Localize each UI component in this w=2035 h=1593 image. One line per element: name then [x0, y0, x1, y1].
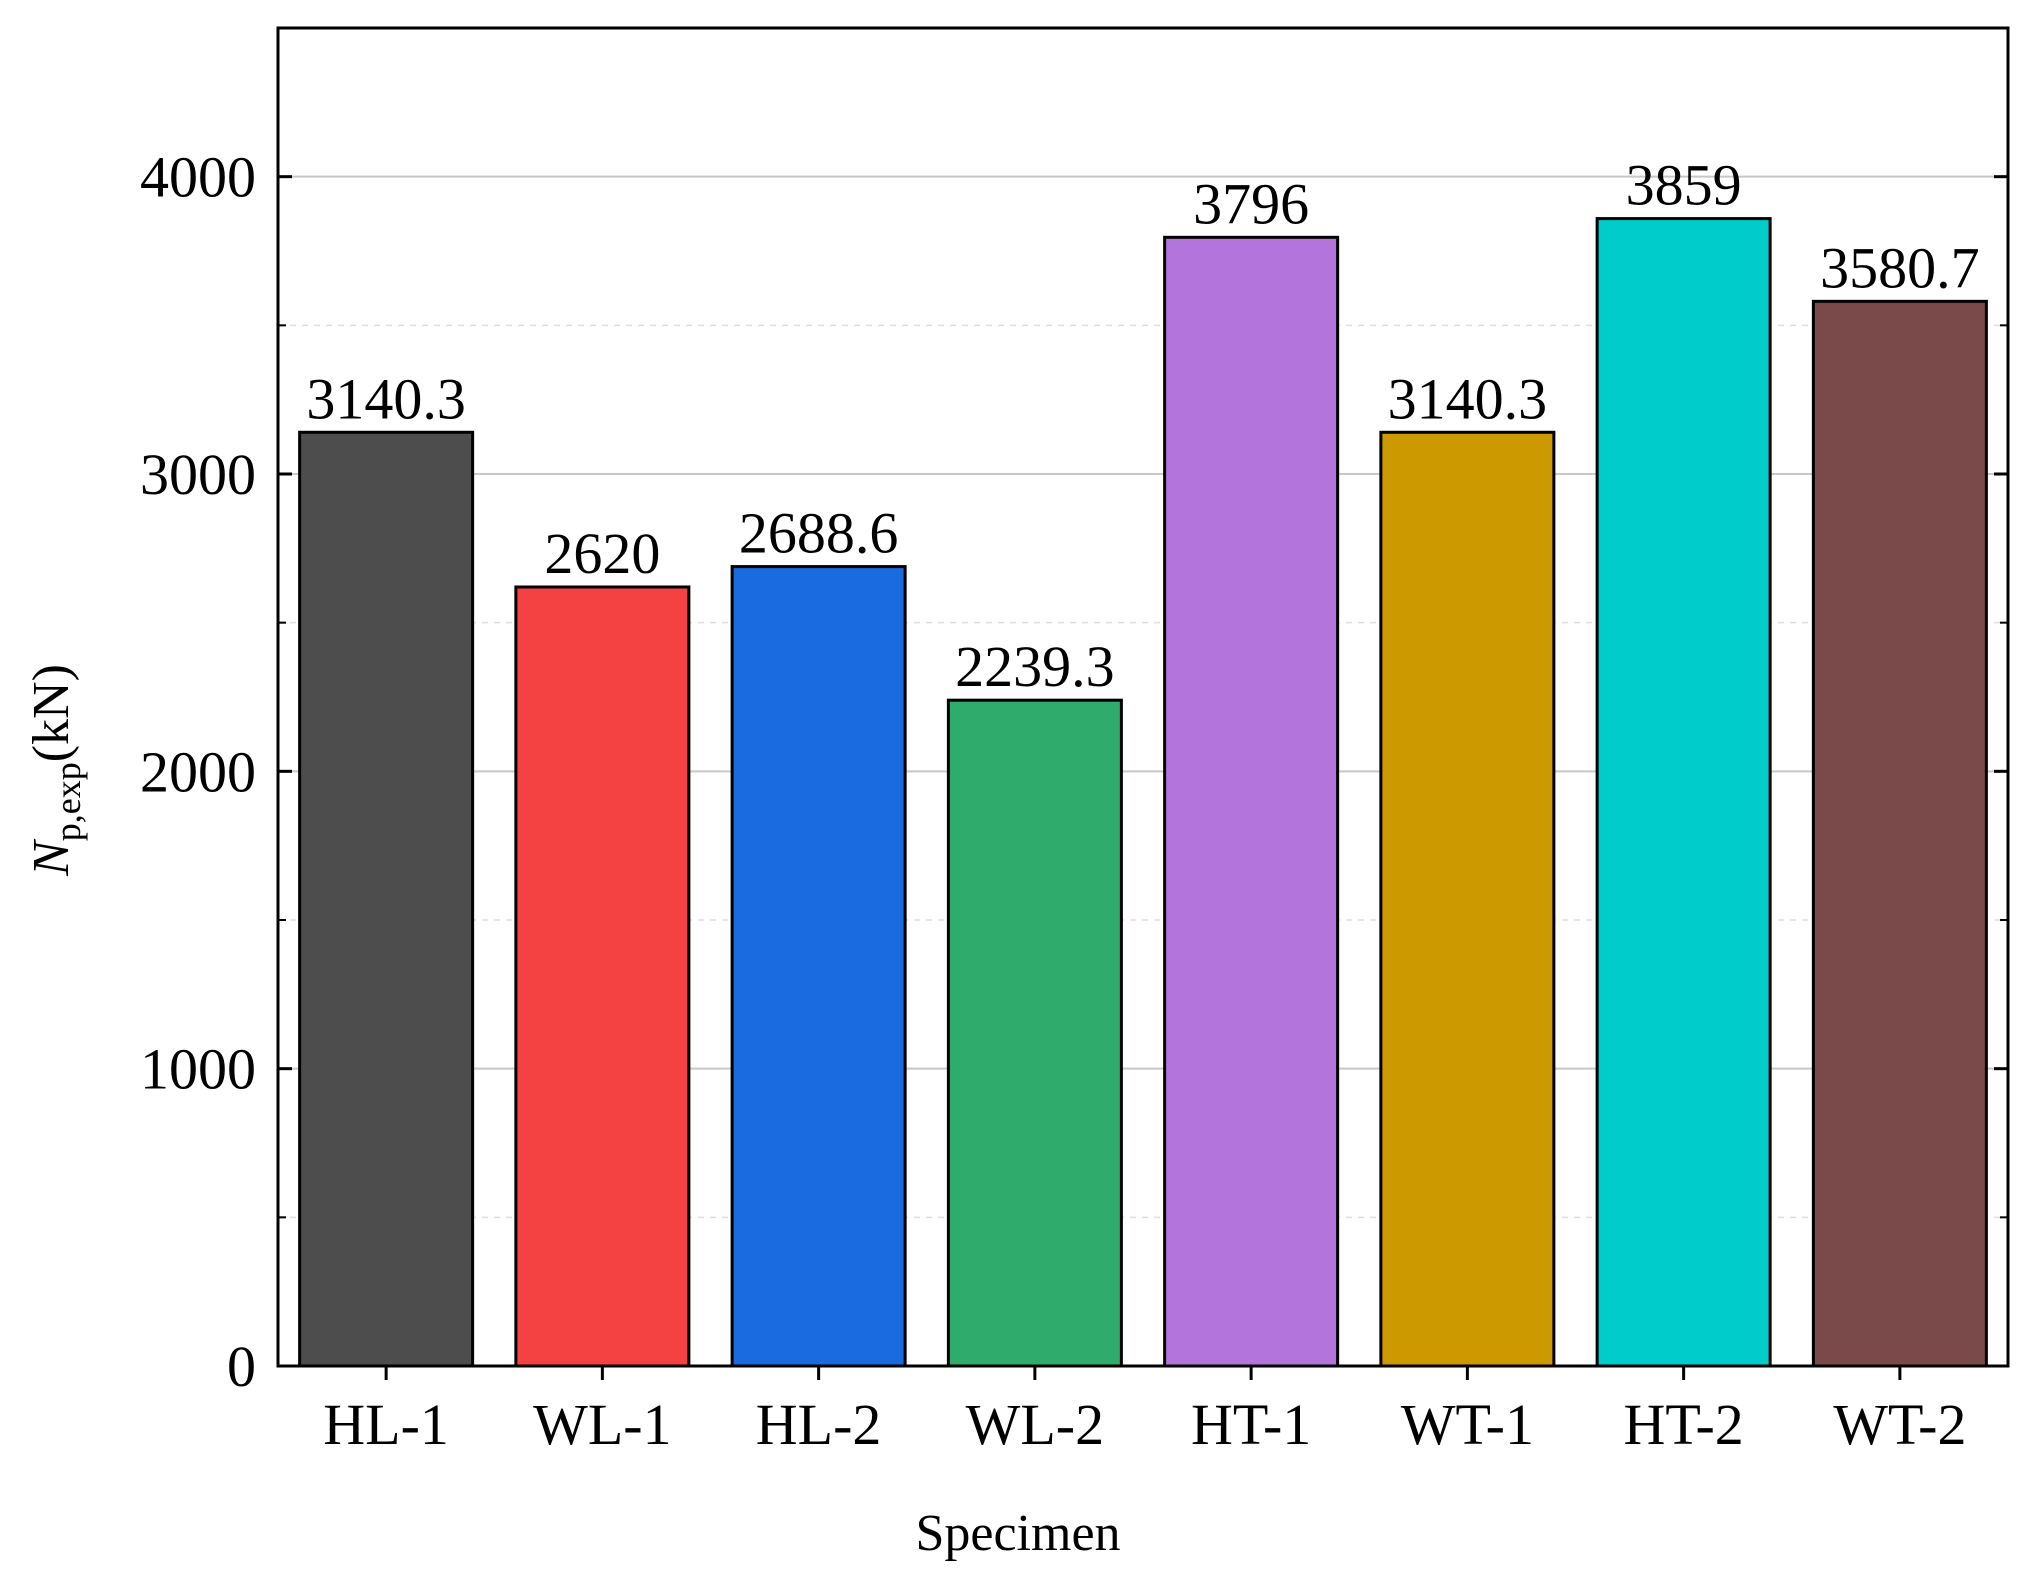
y-axis-title: Np,exp(kN) [23, 664, 88, 877]
bar-wl-2 [946, 698, 1123, 1368]
data-label-hl-2: 2688.6 [739, 501, 899, 566]
bar-hl-2 [730, 565, 907, 1368]
data-label-wl-1: 2620 [544, 521, 660, 586]
y-axis-title-base: N [23, 838, 80, 877]
data-label-hl-1: 3140.3 [306, 366, 466, 431]
y-tick-labels: 0 1000 2000 3000 4000 [140, 145, 256, 1399]
x-tick-labels: HL-1 WL-1 HL-2 WL-2 HT-1 WT-1 HT-2 WT-2 [323, 1392, 1966, 1457]
bar-ht-1 [1163, 235, 1340, 1368]
y-axis-title-unit: (kN) [23, 664, 80, 762]
y-tick-label: 1000 [140, 1037, 256, 1102]
plot-frame [276, 26, 2010, 1368]
data-labels: 3140.3 2620 2688.6 2239.3 3796 3140.3 3859 3580… [306, 153, 1979, 700]
x-tick-label: WT-2 [1833, 1392, 1966, 1457]
y-tick-label: 3000 [140, 442, 256, 507]
x-tick-label: WL-2 [966, 1392, 1105, 1457]
x-tick-label: WT-1 [1401, 1392, 1534, 1457]
x-tick-label: HT-1 [1191, 1392, 1311, 1457]
y-tick-label: 2000 [140, 739, 256, 804]
data-label-wt-2: 3580.7 [1820, 235, 1980, 300]
data-label-ht-1: 3796 [1193, 171, 1309, 236]
axis-ticks [278, 175, 2008, 1380]
y-tick-label: 0 [227, 1334, 256, 1399]
x-axis-title: Specimen [915, 1505, 1120, 1562]
bars [298, 217, 1988, 1368]
data-label-wt-1: 3140.3 [1388, 366, 1548, 431]
bar-ht-2 [1595, 217, 1772, 1368]
x-tick-label: WL-1 [533, 1392, 672, 1457]
bar-hl-1 [298, 430, 475, 1368]
bar-wt-2 [1811, 299, 1988, 1368]
data-label-wl-2: 2239.3 [955, 634, 1115, 699]
y-tick-label: 4000 [140, 145, 256, 210]
bar-wt-1 [1379, 430, 1556, 1368]
y-axis-title-subscript: p,exp [48, 762, 88, 841]
data-label-ht-2: 3859 [1626, 153, 1742, 218]
x-tick-label: HL-2 [756, 1392, 882, 1457]
x-tick-label: HL-1 [323, 1392, 449, 1457]
bar-wl-1 [514, 585, 691, 1368]
x-tick-label: HT-2 [1623, 1392, 1743, 1457]
